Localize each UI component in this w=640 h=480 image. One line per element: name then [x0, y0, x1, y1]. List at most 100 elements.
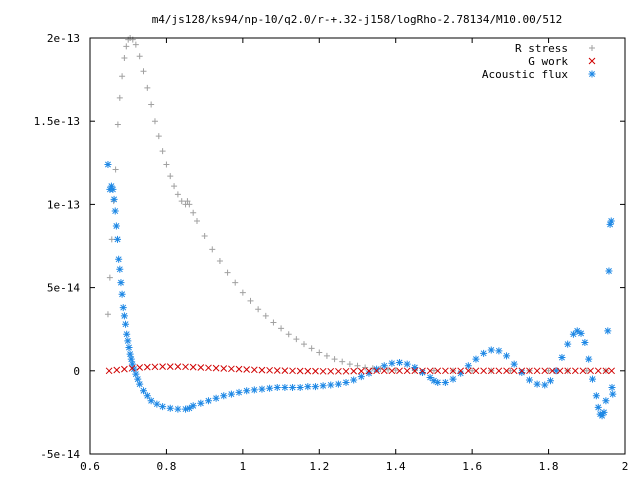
data-point	[419, 367, 426, 375]
data-point	[418, 368, 426, 376]
data-point	[182, 405, 190, 413]
data-point	[587, 367, 594, 375]
data-point	[583, 367, 590, 374]
data-point	[487, 367, 495, 375]
data-point	[289, 367, 296, 375]
data-point	[232, 279, 239, 286]
data-point	[186, 201, 193, 208]
data-point	[552, 367, 560, 375]
data-point	[119, 304, 127, 312]
data-point	[112, 166, 119, 173]
data-point	[106, 274, 113, 281]
data-point	[224, 269, 231, 276]
data-point	[365, 367, 373, 375]
data-point	[190, 209, 197, 216]
data-point	[304, 383, 312, 391]
data-point	[108, 236, 115, 243]
data-point	[334, 380, 342, 388]
data-point	[319, 367, 327, 375]
data-point	[216, 257, 223, 264]
data-point	[449, 367, 457, 375]
data-point	[111, 207, 119, 215]
data-point	[564, 340, 572, 348]
data-point	[185, 404, 193, 412]
data-marks	[104, 35, 617, 420]
data-point	[212, 394, 220, 402]
data-point	[388, 359, 396, 367]
data-point	[396, 358, 404, 366]
data-point	[373, 367, 380, 375]
data-point	[323, 352, 330, 359]
data-point	[541, 381, 549, 389]
data-point	[606, 220, 614, 228]
series-g-work	[105, 363, 615, 375]
data-point	[558, 353, 566, 361]
data-point	[167, 173, 174, 180]
data-point	[227, 390, 235, 398]
data-point	[469, 367, 476, 374]
data-point	[354, 362, 361, 369]
data-point	[564, 367, 572, 375]
data-point	[174, 405, 182, 413]
data-point	[357, 367, 365, 375]
data-point	[556, 367, 564, 375]
data-point	[296, 383, 304, 391]
data-point	[342, 378, 350, 386]
data-point	[350, 367, 358, 375]
data-point	[166, 363, 174, 370]
data-point	[255, 306, 262, 313]
data-point	[270, 319, 277, 326]
data-point	[411, 367, 419, 375]
data-point	[472, 355, 480, 363]
data-point	[250, 386, 258, 394]
data-point	[127, 355, 135, 363]
data-point	[362, 364, 369, 371]
x-tick-label: 2	[622, 460, 629, 473]
data-point	[430, 367, 437, 374]
data-point	[380, 362, 388, 370]
data-point	[327, 367, 335, 375]
data-point	[573, 327, 581, 335]
y-tick-label: 1e-13	[47, 198, 80, 211]
data-point	[126, 350, 134, 358]
data-point	[602, 397, 610, 405]
data-point	[357, 373, 365, 381]
data-point	[464, 362, 472, 370]
data-point	[212, 364, 220, 372]
data-point	[159, 363, 166, 370]
data-point	[239, 289, 246, 296]
data-point	[247, 297, 254, 304]
data-point	[319, 382, 327, 390]
data-point	[104, 311, 111, 318]
data-point	[373, 365, 381, 373]
data-point	[571, 367, 579, 375]
data-point	[201, 233, 208, 240]
data-point	[159, 403, 167, 411]
legend-label: R stress	[515, 42, 568, 55]
data-point	[510, 360, 518, 368]
data-point	[273, 383, 281, 391]
data-point	[316, 349, 323, 356]
data-point	[109, 185, 117, 193]
data-point	[178, 198, 185, 205]
data-point	[392, 367, 399, 374]
data-point	[235, 365, 243, 373]
data-point	[243, 366, 251, 373]
data-point	[262, 312, 269, 319]
data-point	[116, 265, 124, 273]
data-point	[296, 367, 304, 375]
data-point	[184, 198, 191, 205]
y-tick-label: -5e-14	[40, 448, 80, 461]
data-point	[113, 366, 121, 374]
data-point	[121, 365, 128, 373]
data-point	[115, 255, 123, 263]
data-point	[132, 41, 139, 48]
data-point	[495, 347, 503, 355]
data-point	[128, 364, 136, 372]
x-tick-label: 1	[240, 460, 247, 473]
data-point	[136, 53, 143, 60]
data-point	[174, 363, 182, 370]
data-point	[545, 367, 552, 374]
data-point	[495, 367, 503, 375]
